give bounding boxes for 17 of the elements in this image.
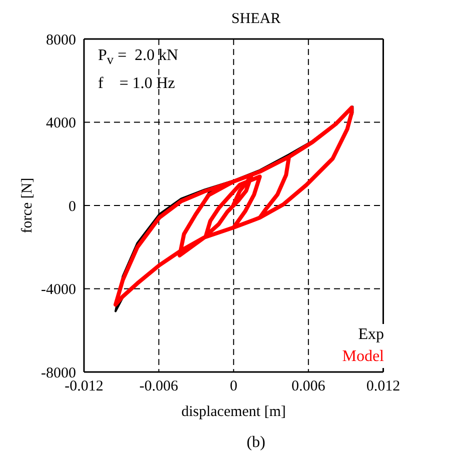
x-tick-label: -0.012 [64, 378, 104, 395]
text: Exp [357, 325, 384, 345]
x-tick-label: 0 [230, 378, 238, 395]
text: (b) [246, 434, 266, 452]
y-tick-label: 4000 [46, 116, 76, 132]
y-tick-label: -4000 [41, 282, 76, 298]
x-tick-label: 0.006 [292, 378, 326, 395]
annotation: P$_{v}$ = 2.0 kN [98, 46, 178, 70]
chart-title: SHEAR [230, 10, 282, 29]
x-tick-label: 0.012 [366, 378, 400, 395]
y-axis-title: force [N] [19, 178, 36, 234]
y-tick-label: 0 [68, 198, 76, 215]
x-axis-title: displacement [m] [181, 404, 286, 420]
y-tick-label: -8000 [41, 365, 76, 382]
text: Model [342, 347, 384, 367]
x-tick-label: -0.006 [139, 378, 179, 395]
y-tick-label: 8000 [46, 32, 76, 48]
